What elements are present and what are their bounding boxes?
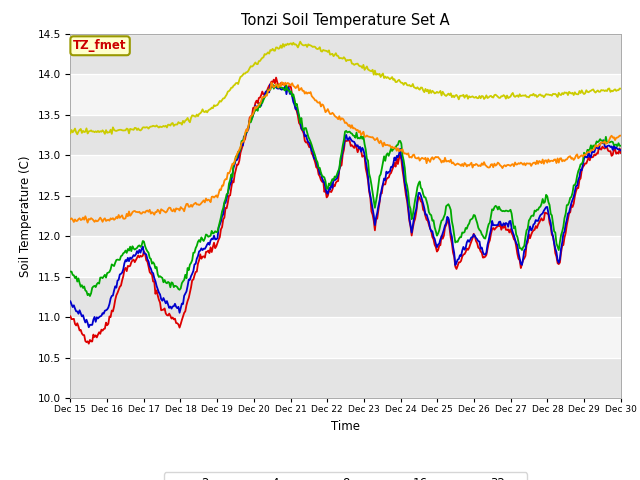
16cm [67,216,74,222]
16cm [239,139,246,144]
2cm [272,75,280,81]
4cm [85,324,93,330]
32cm [474,95,481,101]
32cm [301,42,308,48]
Bar [70,196,621,236]
4cm [474,236,481,242]
8cm [403,183,411,189]
32cm [569,90,577,96]
Bar [70,317,621,358]
16cm [377,138,385,144]
32cm [403,82,411,88]
Bar [70,277,621,317]
2cm [569,204,577,210]
32cm [296,39,304,45]
16cm [569,155,577,161]
4cm [617,147,625,153]
16cm [403,152,411,157]
8cm [269,81,276,87]
8cm [377,171,385,177]
X-axis label: Time: Time [331,420,360,433]
2cm [85,341,93,347]
Legend: 2cm, 4cm, 8cm, 16cm, 32cm: 2cm, 4cm, 8cm, 16cm, 32cm [164,472,527,480]
8cm [67,269,74,275]
4cm [239,143,246,148]
16cm [617,133,625,139]
Line: 8cm: 8cm [70,84,621,296]
8cm [301,125,308,131]
16cm [474,162,481,168]
2cm [301,138,308,144]
32cm [67,131,74,136]
8cm [474,220,481,226]
4cm [67,299,74,304]
Line: 4cm: 4cm [70,84,621,327]
Bar [70,74,621,115]
4cm [301,133,308,139]
8cm [86,293,94,299]
2cm [67,313,74,319]
8cm [617,143,625,149]
2cm [377,191,385,197]
Line: 16cm: 16cm [70,82,621,223]
Bar [70,236,621,277]
32cm [74,132,81,137]
32cm [377,74,385,80]
Y-axis label: Soil Temperature (C): Soil Temperature (C) [19,155,32,277]
2cm [617,150,625,156]
2cm [239,143,246,148]
16cm [278,79,285,85]
4cm [266,81,274,87]
16cm [301,91,308,96]
Bar [70,115,621,155]
Line: 32cm: 32cm [70,42,621,134]
Bar [70,358,621,398]
32cm [617,86,625,92]
4cm [403,194,411,200]
Bar [70,34,621,74]
2cm [403,198,411,204]
Text: TZ_fmet: TZ_fmet [74,39,127,52]
Line: 2cm: 2cm [70,78,621,344]
8cm [239,139,246,145]
2cm [474,240,481,246]
4cm [569,197,577,203]
4cm [377,192,385,197]
8cm [569,190,577,195]
32cm [239,72,246,78]
Title: Tonzi Soil Temperature Set A: Tonzi Soil Temperature Set A [241,13,450,28]
16cm [84,220,92,226]
Bar [70,155,621,196]
